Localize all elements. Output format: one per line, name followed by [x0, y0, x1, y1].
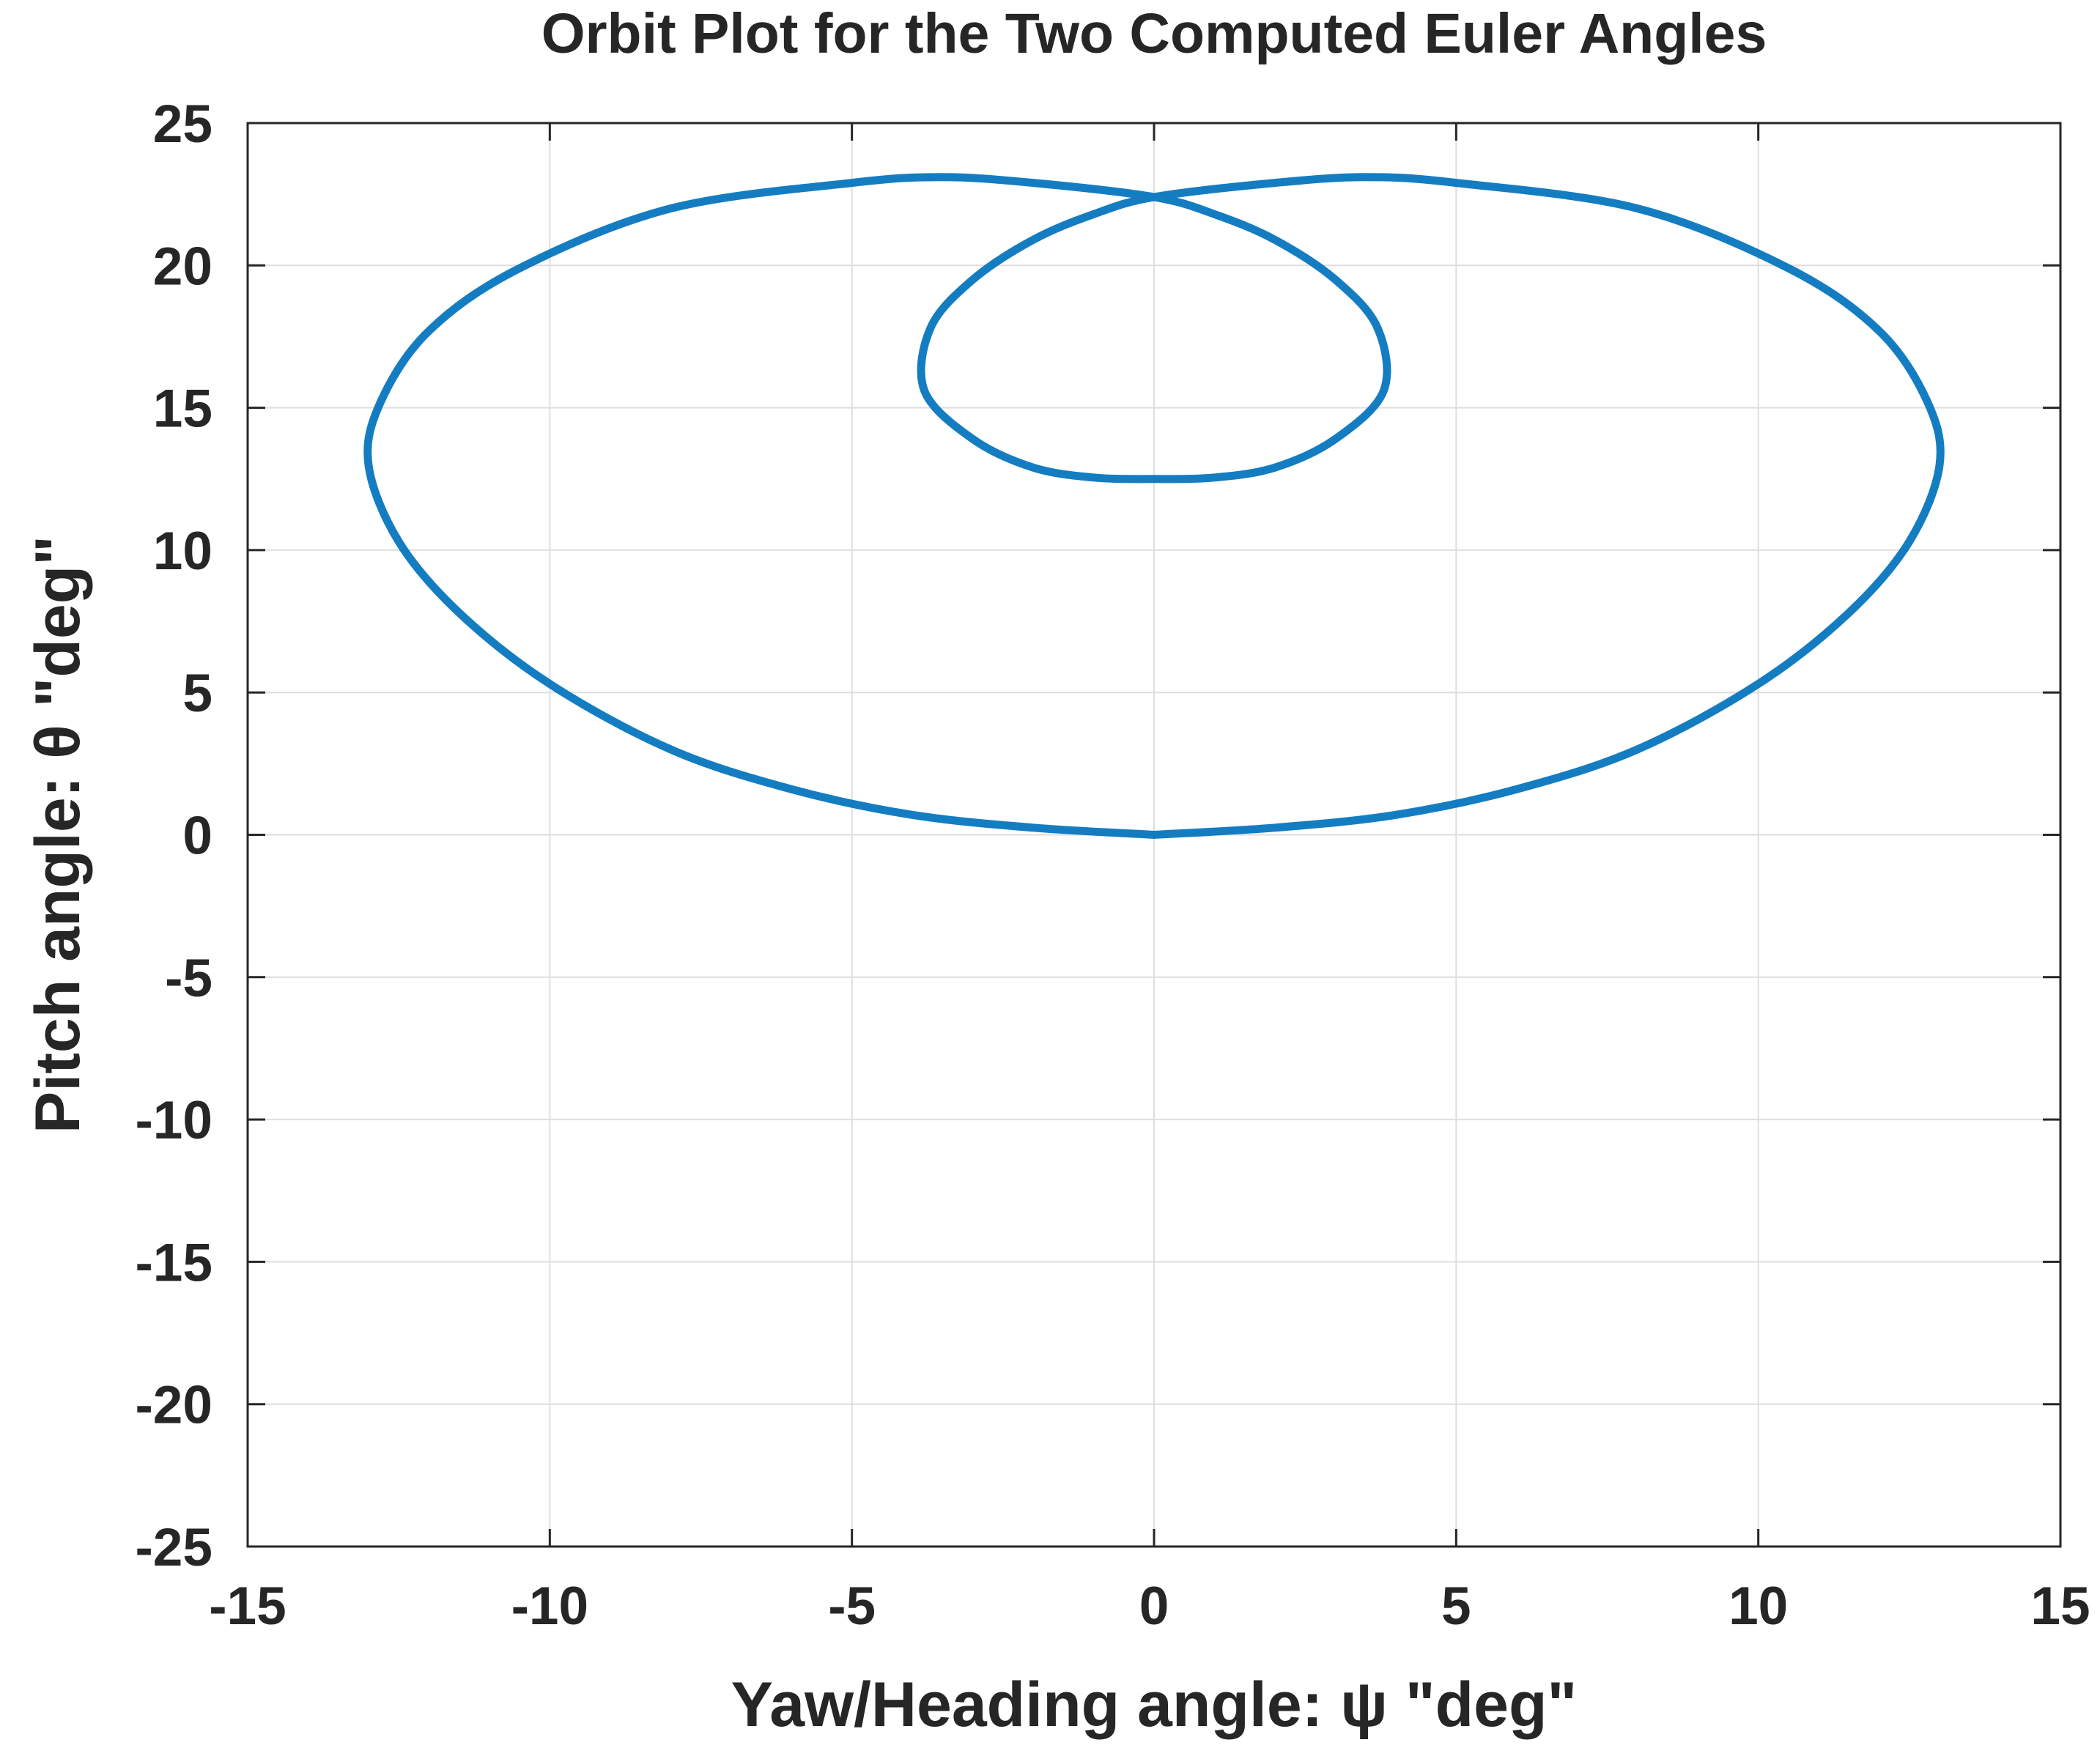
x-tick-label: 15 — [2030, 1577, 2090, 1636]
orbit-series-line — [363, 173, 1945, 839]
x-tick-label: 10 — [1729, 1577, 1788, 1636]
x-axis-label: Yaw/Heading angle: ψ "deg" — [731, 1670, 1578, 1740]
y-tick-label: 15 — [153, 379, 212, 439]
series-layer — [363, 173, 1945, 839]
x-tick-label: -5 — [828, 1577, 876, 1636]
y-tick-label: 10 — [153, 522, 212, 581]
x-tick-label: 5 — [1441, 1577, 1471, 1636]
y-tick-label: -10 — [135, 1091, 212, 1150]
y-tick-label: -25 — [135, 1518, 212, 1577]
y-tick-label: 0 — [182, 807, 212, 866]
chart-title: Orbit Plot for the Two Computed Euler An… — [541, 2, 1767, 65]
y-tick-label: -5 — [165, 949, 212, 1008]
x-tick-labels: -15 -10 -5 0 5 10 15 — [209, 1577, 2090, 1636]
x-tick-label: 0 — [1139, 1577, 1169, 1636]
y-tick-labels: -25 -20 -15 -10 -5 0 5 10 15 20 25 — [135, 95, 212, 1577]
y-tick-label: -15 — [135, 1233, 212, 1292]
y-tick-label: 5 — [182, 664, 212, 723]
y-tick-label: 25 — [153, 95, 212, 154]
ticks — [246, 122, 2062, 1548]
y-tick-label: 20 — [153, 237, 212, 296]
x-tick-label: -15 — [209, 1577, 286, 1636]
y-tick-label: -20 — [135, 1376, 212, 1435]
y-axis-label: Pitch angle: θ "deg" — [23, 536, 93, 1133]
x-tick-label: -10 — [511, 1577, 589, 1636]
